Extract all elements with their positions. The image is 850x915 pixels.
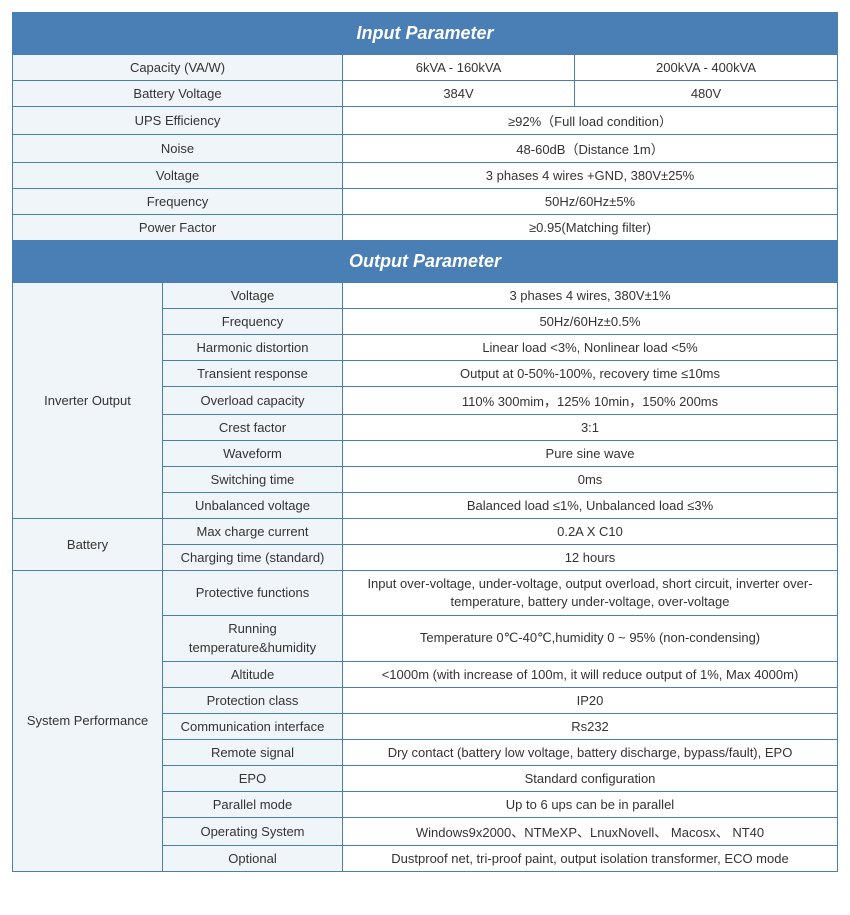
value-sys-alt: <1000m (with increase of 100m, it will r…: [343, 661, 838, 687]
label-inv-trans: Transient response: [163, 361, 343, 387]
row-capacity: Capacity (VA/W) 6kVA - 160kVA 200kVA - 4…: [13, 55, 838, 81]
label-sys-remote: Remote signal: [163, 739, 343, 765]
value-capacity-a: 6kVA - 160kVA: [343, 55, 575, 81]
label-sys-protect: Protective functions: [163, 571, 343, 616]
label-inv-wave: Waveform: [163, 441, 343, 467]
label-inv-overload: Overload capacity: [163, 387, 343, 415]
row-bat-charge: Battery Max charge current 0.2A X C10: [13, 519, 838, 545]
label-sys-ip: Protection class: [163, 687, 343, 713]
value-sys-comm: Rs232: [343, 713, 838, 739]
value-sys-optional: Dustproof net, tri-proof paint, output i…: [343, 845, 838, 871]
value-ups-eff: ≥92%（Full load condition）: [343, 107, 838, 135]
label-battery-voltage: Battery Voltage: [13, 81, 343, 107]
value-noise: 48-60dB（Distance 1m）: [343, 135, 838, 163]
label-pf: Power Factor: [13, 215, 343, 241]
value-bat-charge: 0.2A X C10: [343, 519, 838, 545]
value-inv-crest: 3:1: [343, 415, 838, 441]
value-sys-remote: Dry contact (battery low voltage, batter…: [343, 739, 838, 765]
label-sys-alt: Altitude: [163, 661, 343, 687]
value-inv-voltage: 3 phases 4 wires, 380V±1%: [343, 283, 838, 309]
value-inv-switch: 0ms: [343, 467, 838, 493]
row-power-factor: Power Factor ≥0.95(Matching filter): [13, 215, 838, 241]
label-sys-optional: Optional: [163, 845, 343, 871]
label-sys-epo: EPO: [163, 765, 343, 791]
row-battery-voltage: Battery Voltage 384V 480V: [13, 81, 838, 107]
group-system-performance: System Performance: [13, 571, 163, 872]
label-sys-comm: Communication interface: [163, 713, 343, 739]
label-bat-time: Charging time (standard): [163, 545, 343, 571]
row-sys-protect: System Performance Protective functions …: [13, 571, 838, 616]
label-freq: Frequency: [13, 189, 343, 215]
label-bat-charge: Max charge current: [163, 519, 343, 545]
label-voltage: Voltage: [13, 163, 343, 189]
label-sys-parallel: Parallel mode: [163, 791, 343, 817]
value-inv-freq: 50Hz/60Hz±0.5%: [343, 309, 838, 335]
label-inv-freq: Frequency: [163, 309, 343, 335]
value-sys-ip: IP20: [343, 687, 838, 713]
row-inv-voltage: Inverter Output Voltage 3 phases 4 wires…: [13, 283, 838, 309]
label-sys-os: Operating System: [163, 817, 343, 845]
value-inv-overload: 110% 300mim，125% 10min，150% 200ms: [343, 387, 838, 415]
value-inv-trans: Output at 0-50%-100%, recovery time ≤10m…: [343, 361, 838, 387]
label-ups-eff: UPS Efficiency: [13, 107, 343, 135]
row-noise: Noise 48-60dB（Distance 1m）: [13, 135, 838, 163]
value-capacity-b: 200kVA - 400kVA: [575, 55, 838, 81]
value-battery-voltage-b: 480V: [575, 81, 838, 107]
row-voltage: Voltage 3 phases 4 wires +GND, 380V±25%: [13, 163, 838, 189]
value-bat-time: 12 hours: [343, 545, 838, 571]
value-sys-temp: Temperature 0℃-40℃,humidity 0 ~ 95% (non…: [343, 616, 838, 661]
value-battery-voltage-a: 384V: [343, 81, 575, 107]
label-noise: Noise: [13, 135, 343, 163]
value-sys-epo: Standard configuration: [343, 765, 838, 791]
label-inv-switch: Switching time: [163, 467, 343, 493]
label-inv-unbal: Unbalanced voltage: [163, 493, 343, 519]
spec-table: Input Parameter Capacity (VA/W) 6kVA - 1…: [12, 12, 838, 872]
group-battery: Battery: [13, 519, 163, 571]
output-header: Output Parameter: [13, 241, 838, 283]
value-freq: 50Hz/60Hz±5%: [343, 189, 838, 215]
input-header: Input Parameter: [13, 13, 838, 55]
label-sys-temp: Running temperature&humidity: [163, 616, 343, 661]
value-sys-os: Windows9x2000、NTMeXP、LnuxNovell、 Macosx、…: [343, 817, 838, 845]
value-pf: ≥0.95(Matching filter): [343, 215, 838, 241]
row-frequency: Frequency 50Hz/60Hz±5%: [13, 189, 838, 215]
value-inv-unbal: Balanced load ≤1%, Unbalanced load ≤3%: [343, 493, 838, 519]
value-sys-parallel: Up to 6 ups can be in parallel: [343, 791, 838, 817]
label-inv-voltage: Voltage: [163, 283, 343, 309]
label-inv-crest: Crest factor: [163, 415, 343, 441]
label-capacity: Capacity (VA/W): [13, 55, 343, 81]
value-inv-thd: Linear load <3%, Nonlinear load <5%: [343, 335, 838, 361]
label-inv-thd: Harmonic distortion: [163, 335, 343, 361]
group-inverter-output: Inverter Output: [13, 283, 163, 519]
value-sys-protect: Input over-voltage, under-voltage, outpu…: [343, 571, 838, 616]
value-voltage: 3 phases 4 wires +GND, 380V±25%: [343, 163, 838, 189]
value-inv-wave: Pure sine wave: [343, 441, 838, 467]
row-ups-efficiency: UPS Efficiency ≥92%（Full load condition）: [13, 107, 838, 135]
